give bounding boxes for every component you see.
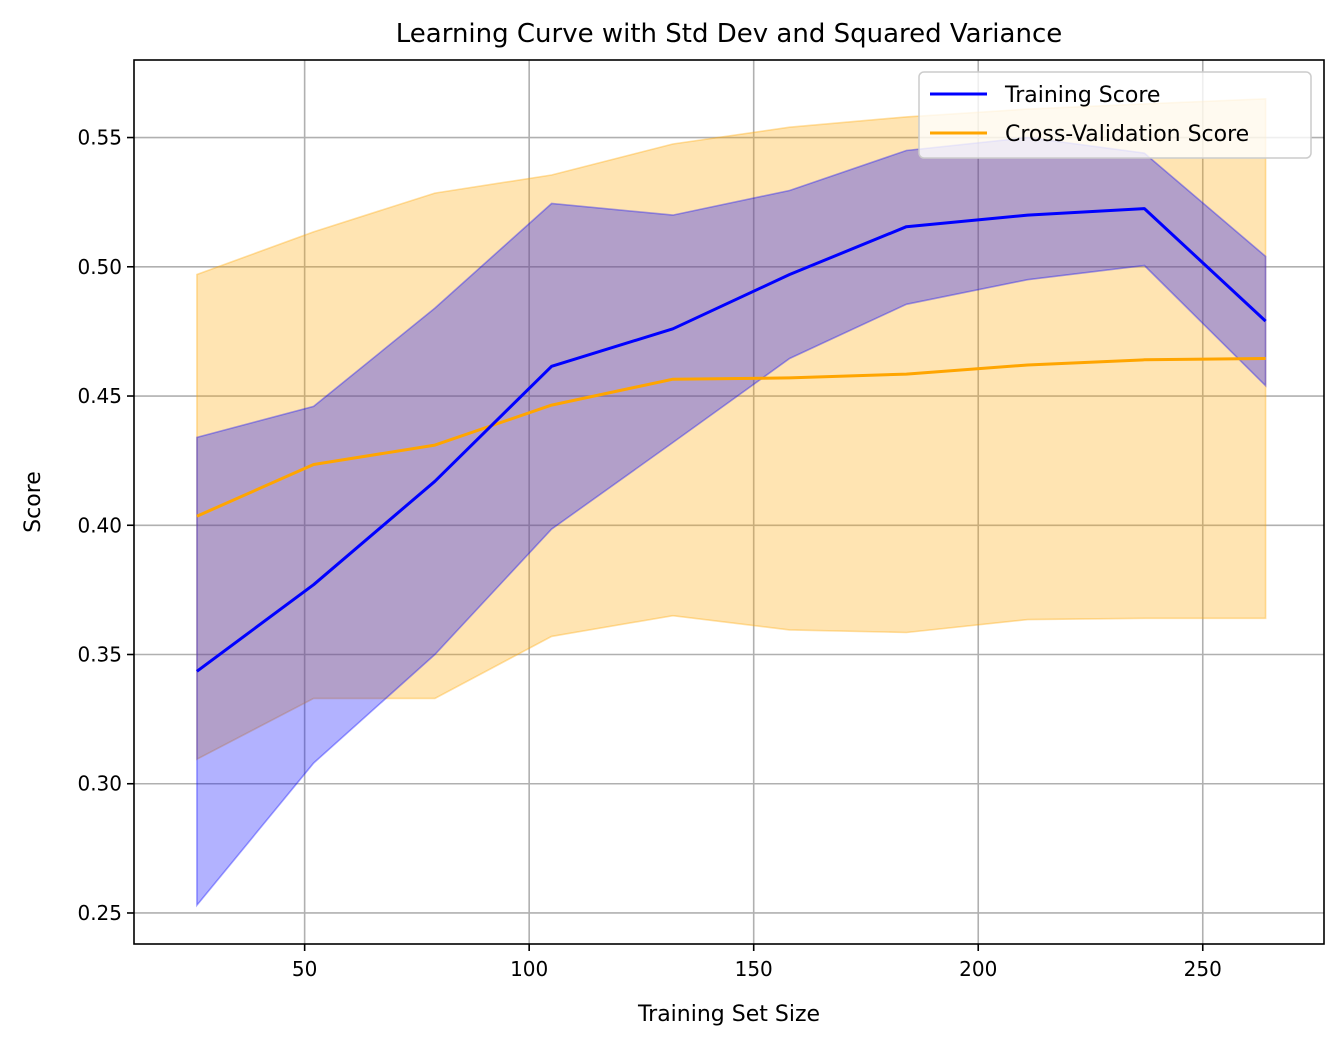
y-tick-label: 0.25	[77, 901, 122, 925]
legend-label-training: Training Score	[1004, 83, 1160, 108]
legend-label-cross-validation: Cross-Validation Score	[1005, 122, 1249, 147]
x-tick-label: 250	[1184, 957, 1222, 981]
chart-title: Learning Curve with Std Dev and Squared …	[396, 19, 1062, 49]
axis-ticks: 50 100 150 200 250 0.25 0.30 0.35 0.40 0.45 0.50 0.…	[77, 126, 1221, 981]
legend-box	[918, 71, 1312, 159]
x-tick-label: 150	[735, 957, 773, 981]
grid	[134, 60, 1324, 944]
x-axis-label: Training Set Size	[637, 1002, 820, 1027]
y-tick-label: 0.30	[77, 772, 122, 796]
y-tick-label: 0.40	[77, 513, 122, 537]
std-band-training	[196, 136, 1267, 908]
line-cross-validation-score	[196, 357, 1266, 518]
std-dev-bands	[196, 97, 1267, 908]
y-axis-label: Score	[21, 471, 46, 533]
x-tick-label: 200	[959, 957, 997, 981]
y-tick-label: 0.50	[77, 255, 122, 279]
line-training-score	[196, 207, 1267, 673]
score-lines	[196, 207, 1267, 673]
y-tick-label: 0.45	[77, 384, 122, 408]
legend: Training Score Cross-Validation Score	[918, 71, 1312, 159]
y-tick-label: 0.55	[77, 126, 122, 150]
x-tick-label: 50	[292, 957, 317, 981]
y-tick-label: 0.35	[77, 643, 122, 667]
x-tick-label: 100	[510, 957, 548, 981]
std-band-cross-validation	[196, 97, 1267, 761]
plot-area-frame	[133, 59, 1325, 945]
